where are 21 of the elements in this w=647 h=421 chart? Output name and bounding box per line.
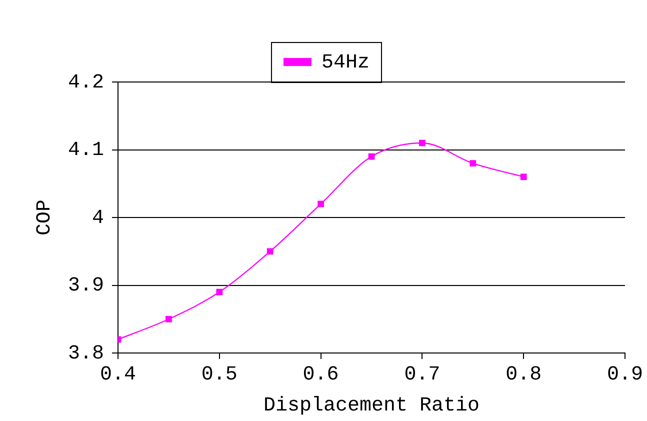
point — [216, 288, 223, 296]
point — [166, 316, 172, 322]
point — [266, 248, 274, 255]
point — [318, 200, 324, 208]
y-axis-title: COP — [33, 199, 56, 236]
y-tick-label: 4.2 — [68, 71, 104, 94]
x-tick-label: 0.6 — [302, 363, 339, 386]
point — [470, 160, 476, 166]
y-tick-label: 3.8 — [68, 342, 104, 366]
y-tick-label: 3.9 — [68, 274, 104, 298]
x-axis-title: Displacement Ratio — [263, 394, 480, 418]
point — [520, 174, 527, 180]
x-tick-label: 0.4 — [100, 363, 136, 386]
x-tick-label: 0.8 — [506, 363, 542, 386]
x-tick-label: 0.7 — [404, 363, 440, 386]
y-tick-label: 4 — [92, 206, 104, 230]
y-tick-label: 4.1 — [68, 139, 104, 162]
legend-label: 54Hz — [321, 51, 370, 74]
x-tick-label: 0.5 — [201, 363, 238, 386]
point — [419, 140, 426, 146]
x-tick-label: 0.9 — [606, 363, 644, 386]
